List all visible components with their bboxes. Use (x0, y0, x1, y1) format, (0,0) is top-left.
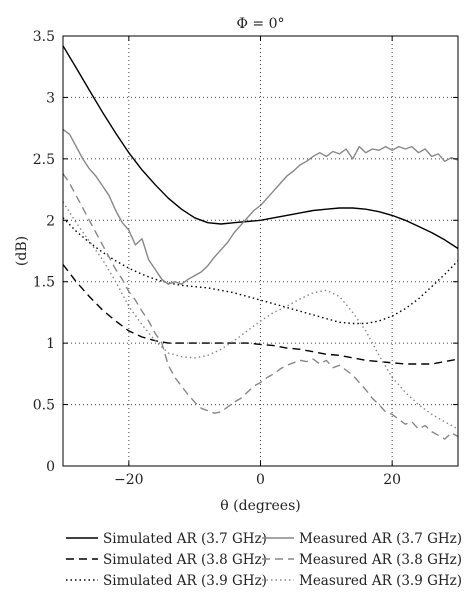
legend-label: Measured AR (3.8 GHz) (299, 552, 462, 568)
y-tick-label: 0 (46, 459, 55, 475)
y-axis-title: (dB) (14, 236, 30, 266)
legend-label: Measured AR (3.9 GHz) (299, 573, 462, 589)
series-line-2 (62, 264, 459, 365)
chart-title: Φ = 0° (236, 16, 284, 32)
series-line-3 (62, 217, 459, 325)
y-tick-label: 0.5 (33, 398, 55, 414)
series-lines (62, 45, 459, 440)
x-tick-label: 0 (256, 472, 265, 488)
x-axis-title: θ (degrees) (220, 498, 300, 514)
legend: Simulated AR (3.7 GHz) Simulated AR (3.8 … (66, 531, 462, 589)
y-tick-label: 2 (46, 213, 55, 229)
x-tick-label: −20 (114, 472, 144, 488)
series-line-5 (62, 173, 459, 440)
y-tick-label: 2.5 (33, 152, 55, 168)
series-line-6 (62, 201, 459, 430)
y-tick-label: 1.5 (33, 275, 55, 291)
legend-label: Simulated AR (3.7 GHz) (103, 531, 267, 547)
series-line-4 (62, 128, 459, 285)
y-tick-label: 3.5 (33, 29, 55, 45)
y-tick-label: 3 (46, 90, 55, 106)
grid-lines (63, 36, 458, 466)
legend-label: Measured AR (3.7 GHz) (299, 531, 462, 547)
legend-label: Simulated AR (3.8 GHz) (103, 552, 267, 568)
legend-label: Simulated AR (3.9 GHz) (103, 573, 267, 589)
series-line-1 (62, 45, 459, 250)
axis-ticks: −20 0 20 0 0.5 1 1.5 2 2.5 3 3.5 (33, 29, 458, 488)
x-tick-label: 20 (383, 472, 401, 488)
y-tick-label: 1 (46, 336, 55, 352)
